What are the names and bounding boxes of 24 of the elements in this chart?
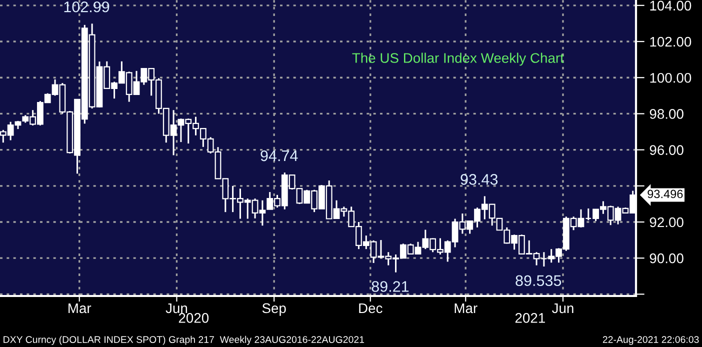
text: 22-Aug-2021 22:06:03 <box>602 336 699 345</box>
x-tick-label: Dec <box>359 303 382 314</box>
y-tick-label: 90.00 <box>650 253 684 264</box>
y-tick-label: 92.00 <box>650 217 684 228</box>
text: DXY Curncy (DOLLAR INDEX SPOT) Graph 217 Weekly 23AUG2016-22AUG2021 <box>4 336 364 345</box>
annotation: 93.43 <box>460 174 498 185</box>
x-tick-label: Sep <box>262 303 286 316</box>
x-tick-label: Mar <box>454 303 478 314</box>
x-tick-label: Jun <box>552 303 574 314</box>
x-tick-label: Mar <box>68 303 92 314</box>
text: The US Dollar Index Weekly Chart <box>352 52 564 66</box>
y-tick-label: 102.00 <box>650 36 692 47</box>
annotation: 93.496 <box>648 190 683 198</box>
annotation: 89.21 <box>372 281 409 292</box>
y-tick-label: 104.00 <box>650 0 692 11</box>
annotation: 89.535 <box>516 275 562 286</box>
y-tick-label: 98.00 <box>650 109 684 119</box>
annotation: 94.74 <box>260 150 298 162</box>
x2-tick-label: 2021 <box>515 313 545 323</box>
x-tick-label: Jun <box>166 303 188 314</box>
y-tick-label: 100.00 <box>650 72 692 83</box>
annotation: 102.99 <box>64 1 110 12</box>
x2-tick-label: 2020 <box>178 313 209 323</box>
y-tick-label: 96.00 <box>650 145 684 155</box>
